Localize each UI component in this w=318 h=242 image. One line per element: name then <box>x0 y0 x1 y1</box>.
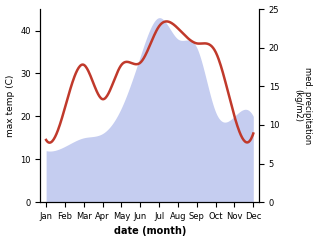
X-axis label: date (month): date (month) <box>114 227 186 236</box>
Y-axis label: med. precipitation
(kg/m2): med. precipitation (kg/m2) <box>293 67 313 144</box>
Y-axis label: max temp (C): max temp (C) <box>5 75 15 137</box>
